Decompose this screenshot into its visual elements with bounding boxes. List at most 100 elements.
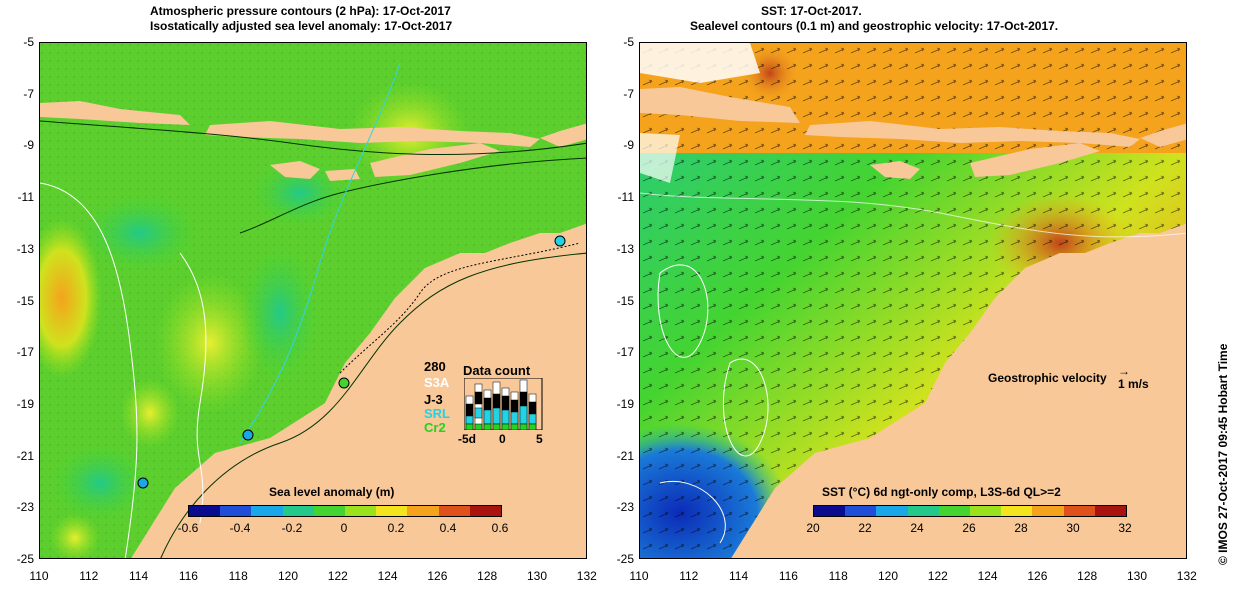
left-title-line2: Isostatically adjusted sea level anomaly… <box>150 19 453 33</box>
left-x-tick: 124 <box>377 569 398 583</box>
right-y-tick: -5 <box>623 35 634 49</box>
right-x-tick: 112 <box>679 569 699 583</box>
right-y-tick: -25 <box>616 552 634 566</box>
sst-colorbar-title: SST (°C) 6d ngt-only comp, L3S-6d QL>=2 <box>822 485 1061 499</box>
series-label-j3: J-3 <box>424 392 443 407</box>
right-x-tick: 132 <box>1176 569 1197 583</box>
colorbar-segment <box>189 506 221 516</box>
data-count-xtick-end: 5 <box>536 432 543 446</box>
sst-map <box>639 42 1187 559</box>
left-x-tick: 128 <box>477 569 498 583</box>
left-y-tick: -13 <box>16 241 34 256</box>
right-title-line1: SST: 17-Oct-2017. <box>761 4 862 18</box>
colorbar-segment <box>970 506 1002 516</box>
right-y-tick: -13 <box>616 241 634 256</box>
right-y-tick: -17 <box>616 345 634 360</box>
colorbar-segment <box>282 506 314 516</box>
colorbar-segment <box>313 506 346 516</box>
left-y-tick: -11 <box>17 190 34 205</box>
colorbar-segment <box>938 506 971 516</box>
right-x-tick: 122 <box>927 569 948 583</box>
colorbar-segment <box>220 506 252 516</box>
velocity-scale-arrow-icon: → <box>1118 364 1130 378</box>
left-y-tick: -17 <box>16 345 34 360</box>
colorbar-tick-label: -0.4 <box>229 521 251 535</box>
colorbar-tick-label: 0.6 <box>491 521 509 535</box>
right-title-line2: Sealevel contours (0.1 m) and geostrophi… <box>690 19 1059 33</box>
credit-text: © IMOS 27-Oct-2017 09:45 Hobart Time <box>1216 343 1230 565</box>
colorbar-tick-label: -0.2 <box>281 521 303 535</box>
colorbar-segment <box>1032 506 1064 516</box>
colorbar-segment <box>376 506 408 516</box>
right-y-tick: -11 <box>617 190 634 205</box>
colorbar-tick-label: 0.2 <box>387 521 405 535</box>
colorbar-tick-label: 0 <box>340 521 348 535</box>
data-count-panel: 280 Data count S3A J-3 SRL Cr2 -5d 0 5 <box>420 359 560 452</box>
colorbar-segment <box>345 506 377 516</box>
colorbar-segment <box>845 506 877 516</box>
left-x-tick: 116 <box>178 569 198 583</box>
right-y-tick: -23 <box>616 500 634 515</box>
left-x-tick: 120 <box>277 569 299 583</box>
data-count-xtick-start: -5d <box>458 432 476 446</box>
colorbar-segment <box>1063 506 1095 516</box>
left-x-tick: 126 <box>427 569 448 583</box>
right-x-tick: 114 <box>729 569 749 583</box>
sst-map-graphic <box>640 43 1186 558</box>
colorbar-tick-label: 28 <box>1014 521 1028 535</box>
colorbar-segment <box>814 506 846 516</box>
left-x-tick: 130 <box>526 569 548 583</box>
colorbar-tick-label: 30 <box>1066 521 1080 535</box>
colorbar-segment <box>438 506 470 516</box>
right-y-tick: -19 <box>616 396 634 411</box>
left-x-tick: 122 <box>327 569 348 583</box>
series-label-cr2: Cr2 <box>424 420 446 435</box>
right-x-tick: 110 <box>629 569 649 583</box>
colorbar-tick-label: 20 <box>806 521 820 535</box>
right-x-tick: 124 <box>977 569 998 583</box>
data-count-max: 280 <box>424 359 446 374</box>
right-y-tick: -15 <box>616 293 634 308</box>
right-x-tick: 128 <box>1077 569 1098 583</box>
colorbar-tick-label: 0.4 <box>439 521 457 535</box>
colorbar-segment <box>469 506 502 516</box>
colorbar-segment <box>1001 506 1033 516</box>
left-y-tick: -7 <box>23 86 34 101</box>
right-x-tick: 126 <box>1027 569 1048 583</box>
left-y-tick: -9 <box>23 138 34 153</box>
left-y-tick: -5 <box>23 35 34 49</box>
left-y-tick: -23 <box>16 500 34 515</box>
data-count-bars <box>464 378 543 430</box>
left-x-tick: 118 <box>228 569 248 583</box>
left-x-tick: 132 <box>576 569 597 583</box>
right-x-tick: 118 <box>828 569 848 583</box>
sea-level-anomaly-map <box>39 42 587 559</box>
left-x-tick: 112 <box>79 569 99 583</box>
right-y-tick: -21 <box>616 448 634 463</box>
colorbar-segment <box>907 506 939 516</box>
right-x-tick: 116 <box>778 569 798 583</box>
colorbar-segment <box>407 506 439 516</box>
series-label-srl: SRL <box>424 406 450 421</box>
colorbar-tick-label: 22 <box>858 521 872 535</box>
colorbar-tick-label: -0.6 <box>177 521 199 535</box>
left-title-line1: Atmospheric pressure contours (2 hPa): 1… <box>150 4 451 18</box>
colorbar-segment <box>1094 506 1127 516</box>
velocity-scale-label: 1 m/s <box>1118 377 1149 391</box>
left-y-tick: -15 <box>16 293 34 308</box>
colorbar-segment <box>876 506 908 516</box>
colorbar-tick-label: 24 <box>910 521 924 535</box>
colorbar-tick-label: 26 <box>962 521 976 535</box>
left-x-tick: 114 <box>129 569 149 583</box>
left-x-tick: 110 <box>29 569 49 583</box>
left-y-tick: -19 <box>16 396 34 411</box>
colorbar-tick-label: 32 <box>1118 521 1132 535</box>
right-y-tick: -7 <box>623 86 634 101</box>
colorbar-segment <box>251 506 283 516</box>
sst-colorbar <box>813 505 1127 517</box>
data-count-title: Data count <box>463 363 531 378</box>
left-y-tick: -21 <box>16 448 34 463</box>
right-x-tick: 120 <box>877 569 899 583</box>
data-count-xtick-mid: 0 <box>499 432 506 446</box>
right-x-tick: 130 <box>1126 569 1148 583</box>
